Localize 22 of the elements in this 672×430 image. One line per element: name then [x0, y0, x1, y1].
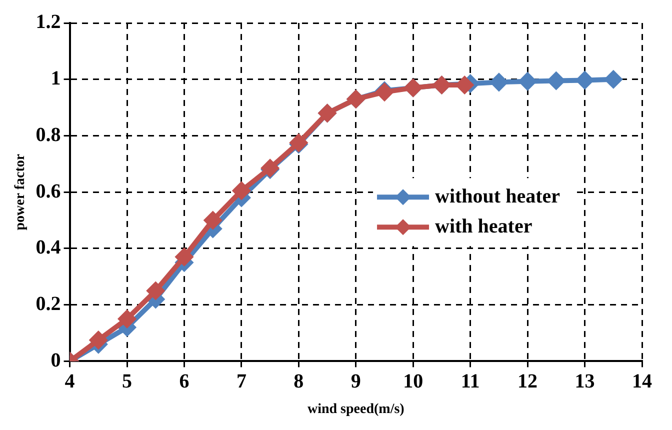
y-tick-label: 1 [50, 68, 61, 90]
y-tick-label: 1.2 [36, 11, 61, 34]
x-tick-label: 6 [179, 370, 190, 392]
y-tick-label: 0.6 [36, 180, 61, 202]
x-tick-label: 11 [460, 370, 480, 392]
x-tick-label: 12 [518, 370, 538, 392]
x-tick-label: 10 [403, 370, 424, 392]
x-axis-title: wind speed(m/s) [307, 402, 405, 418]
x-tick-label: 13 [574, 370, 595, 392]
y-tick-label: 0 [50, 349, 61, 372]
y-tick-label: 0.4 [36, 236, 61, 259]
x-tick-label: 4 [64, 370, 75, 392]
y-tick-label: 0.8 [36, 124, 61, 146]
x-tick-label: 7 [236, 370, 246, 392]
x-tick-label: 9 [350, 370, 361, 392]
y-axis-title: power factor [13, 154, 28, 230]
x-tick-label: 8 [294, 370, 304, 392]
y-tick-label: 0.2 [36, 293, 61, 316]
x-tick-label: 14 [632, 370, 652, 392]
x-tick-label: 5 [122, 370, 132, 392]
legend-label: with heater [435, 215, 532, 238]
legend-label: without heater [435, 185, 560, 208]
